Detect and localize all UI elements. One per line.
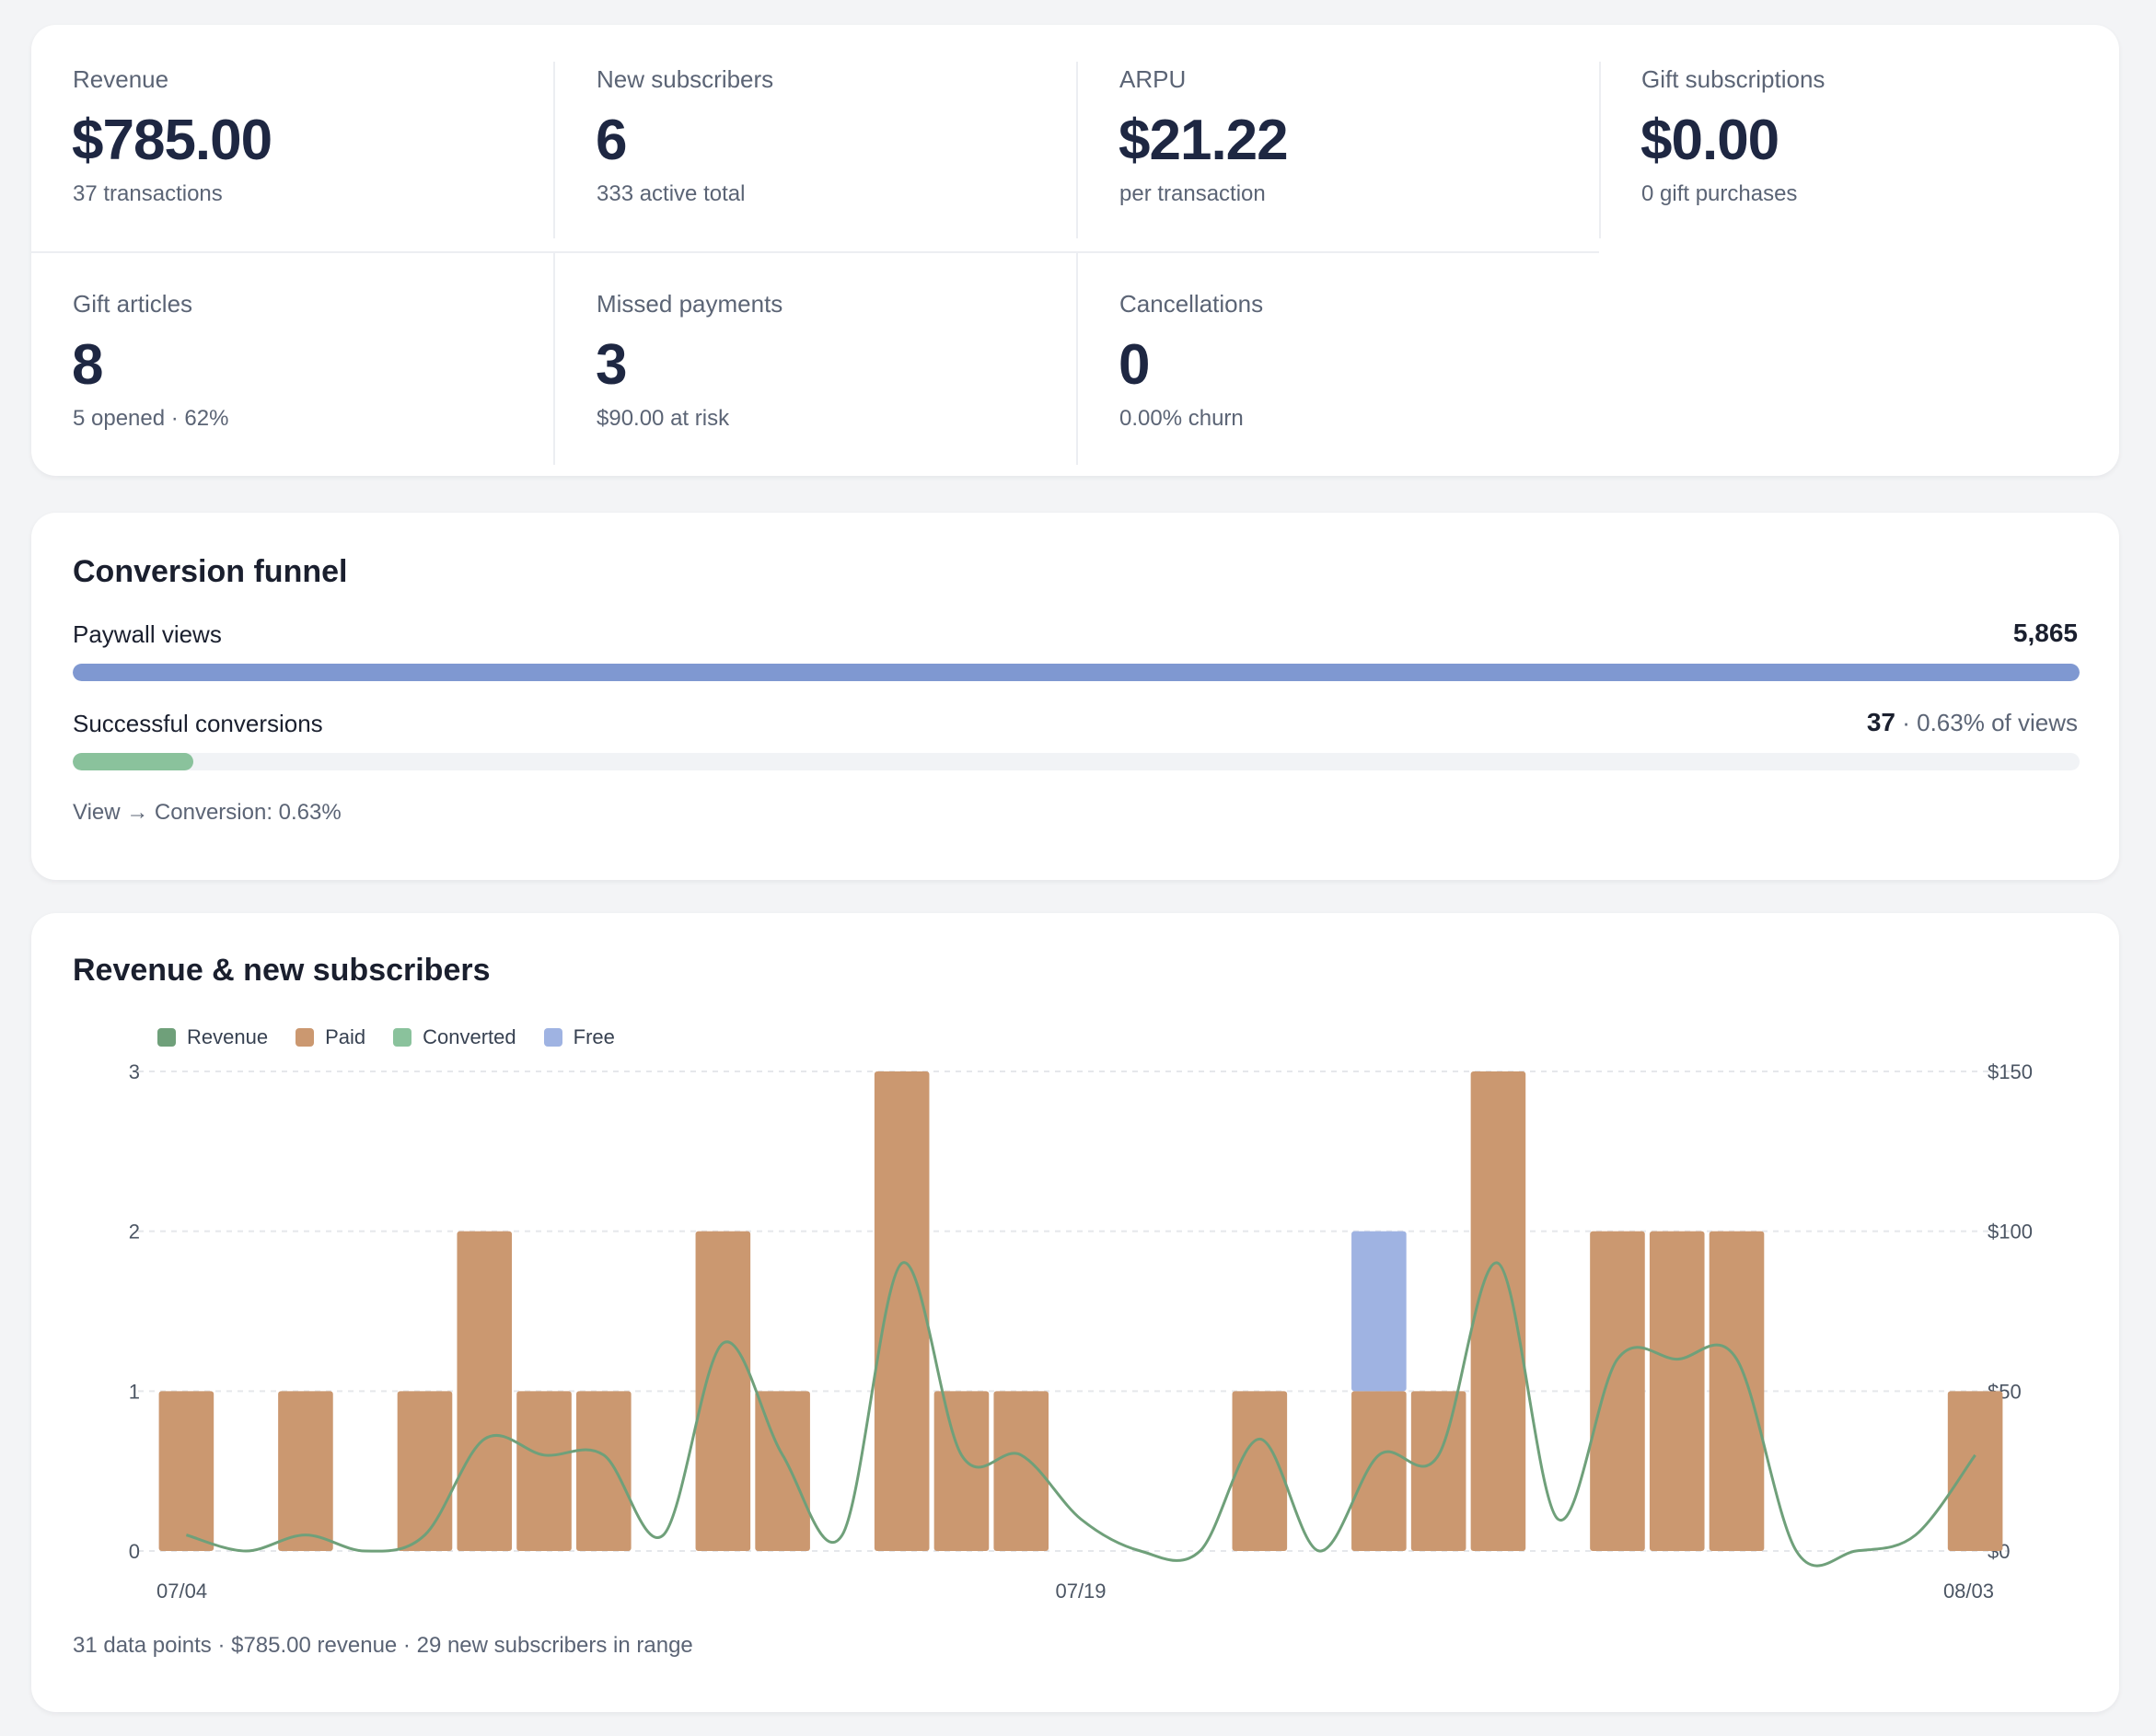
legend-item[interactable]: Revenue [157, 1025, 268, 1049]
funnel-row-label: Paywall views [73, 620, 222, 648]
divider [1599, 62, 1601, 238]
stat-missed-payments: Missed payments 3 $90.00 at risk [555, 249, 1078, 476]
bar-paid [933, 1391, 990, 1551]
bar-paid [1351, 1391, 1407, 1551]
stat-label: Gift articles [73, 290, 193, 318]
divider [553, 62, 555, 238]
stat-label: New subscribers [597, 65, 774, 93]
bar-paid [397, 1391, 453, 1551]
stat-arpu: ARPU $21.22 per transaction [1078, 25, 1601, 251]
bar-paid [874, 1071, 930, 1551]
stat-subtext: 5 opened · 62% [73, 406, 229, 431]
legend-swatch [393, 1028, 412, 1047]
funnel-value-detail: · 0.63% of views [1895, 709, 2078, 736]
x-axis-tick-label: 08/03 [1943, 1580, 1994, 1603]
chart-legend: Revenue Paid Converted Free [157, 1025, 643, 1049]
x-axis-tick-label: 07/19 [1055, 1580, 1106, 1603]
funnel-bar-track [73, 753, 2080, 770]
left-axis-tick-label: 1 [129, 1380, 140, 1403]
chart-title: Revenue & new subscribers [73, 953, 491, 988]
stat-new-subscribers: New subscribers 6 333 active total [555, 25, 1078, 251]
revenue-chart-card: Revenue & new subscribers 0 1 2 3 $0 $50 $100 $… [31, 913, 2119, 1712]
bar-paid [1232, 1391, 1288, 1551]
stat-subtext: 37 transactions [73, 181, 223, 206]
stat-value: 8 [72, 333, 103, 397]
legend-label: Revenue [187, 1025, 269, 1048]
stat-subtext: 333 active total [597, 181, 746, 206]
funnel-value-number: 5,865 [2012, 619, 2078, 647]
bar-paid [1470, 1071, 1526, 1551]
stat-label: ARPU [1119, 65, 1187, 93]
bar-paid [993, 1391, 1049, 1551]
bar-paid [1410, 1391, 1466, 1551]
left-axis-tick-label: 0 [129, 1540, 140, 1563]
stat-gift-articles: Gift articles 8 5 opened · 62% [31, 249, 554, 476]
legend-item[interactable]: Free [543, 1025, 615, 1049]
bar-free [1351, 1231, 1407, 1392]
x-axis-tick-label: 07/04 [156, 1580, 207, 1603]
funnel-title: Conversion funnel [73, 554, 348, 589]
bar-paid [278, 1391, 333, 1551]
bar-paid [576, 1391, 632, 1551]
funnel-row-value: 37 · 0.63% of views [1867, 708, 2078, 737]
bar-paid [158, 1391, 214, 1551]
stat-label: Gift subscriptions [1641, 65, 1826, 93]
bar-paid [695, 1231, 751, 1551]
stats-card: Revenue $785.00 37 transactions New subs… [31, 25, 2119, 476]
funnel-row-label: Successful conversions [73, 710, 323, 737]
bar-paid [1649, 1231, 1705, 1551]
conversion-funnel-card: Conversion funnel Paywall views 5,865 Su… [31, 513, 2119, 880]
stat-revenue: Revenue $785.00 37 transactions [31, 25, 554, 251]
bar-paid [457, 1231, 513, 1551]
bar-paid [516, 1391, 572, 1551]
stat-value: $21.22 [1119, 109, 1289, 172]
legend-label: Paid [325, 1025, 366, 1048]
chart-footer: 31 data points · $785.00 revenue · 29 ne… [73, 1633, 693, 1658]
left-axis-tick-label: 3 [129, 1060, 140, 1083]
funnel-footer: View → Conversion: 0.63% [73, 800, 342, 825]
right-axis-tick-label: $150 [1988, 1060, 2033, 1083]
legend-item[interactable]: Paid [296, 1025, 365, 1049]
revenue-line [185, 1261, 1976, 1568]
legend-item[interactable]: Converted [393, 1025, 516, 1049]
bar-paid [1709, 1231, 1765, 1551]
paywall-views-bar [73, 664, 2080, 681]
stat-value: $0.00 [1640, 109, 1779, 172]
stat-subtext: per transaction [1119, 181, 1266, 206]
stat-value: 3 [596, 333, 627, 397]
divider [31, 251, 1599, 253]
bar-paid [755, 1391, 810, 1551]
stat-cancellations: Cancellations 0 0.00% churn [1078, 249, 1601, 476]
legend-label: Converted [423, 1025, 516, 1048]
conversions-bar [73, 753, 193, 770]
funnel-bar-track [73, 664, 2080, 681]
stat-value: $785.00 [72, 109, 272, 172]
stat-value: 0 [1119, 333, 1150, 397]
divider [553, 251, 555, 465]
stat-label: Cancellations [1119, 290, 1264, 318]
stat-label: Missed payments [597, 290, 783, 318]
right-axis-tick-label: $100 [1988, 1221, 2033, 1244]
stat-gift-subscriptions: Gift subscriptions $0.00 0 gift purchase… [1600, 25, 2123, 251]
funnel-value-number: 37 [1866, 708, 1896, 736]
bar-paid [1590, 1231, 1645, 1551]
legend-swatch [157, 1028, 176, 1047]
left-axis-tick-label: 2 [129, 1221, 140, 1244]
legend-swatch [543, 1028, 562, 1047]
bar-paid [1947, 1391, 2003, 1551]
divider [1076, 62, 1078, 238]
stat-value: 6 [596, 109, 627, 172]
legend-swatch [296, 1028, 315, 1047]
stat-subtext: 0.00% churn [1119, 406, 1244, 431]
stat-subtext: $90.00 at risk [597, 406, 730, 431]
stat-subtext: 0 gift purchases [1641, 181, 1798, 206]
divider [1076, 251, 1078, 465]
funnel-row-value: 5,865 [2013, 619, 2078, 648]
stat-label: Revenue [73, 65, 169, 93]
legend-label: Free [573, 1025, 615, 1048]
